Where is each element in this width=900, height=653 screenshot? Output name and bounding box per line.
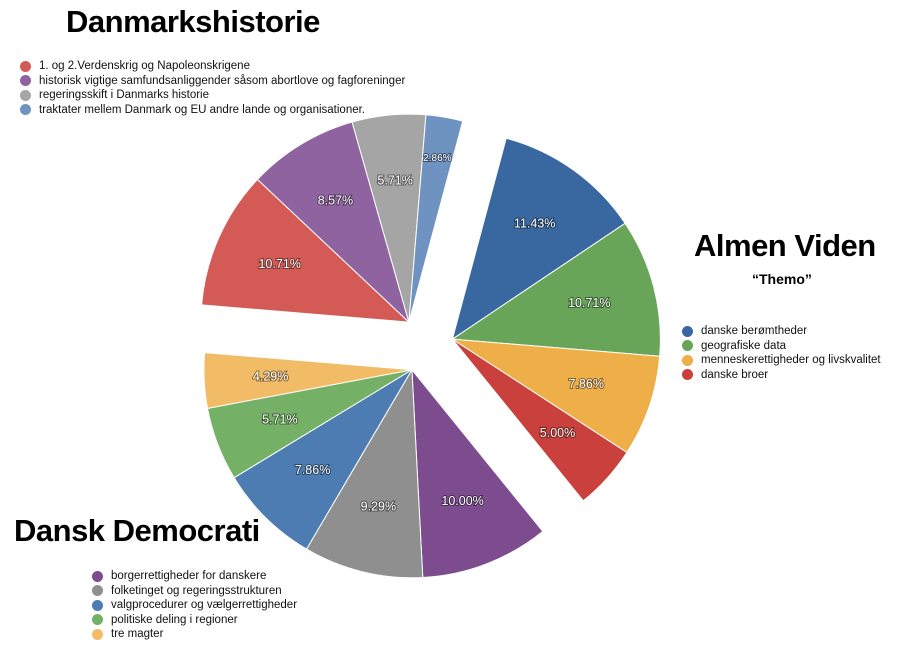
pie-slice bbox=[451, 137, 626, 341]
legend-swatch bbox=[20, 104, 31, 116]
legend-item: folketinget og regeringsstrukturen bbox=[92, 584, 297, 599]
legend-danmarkshistorie: 1. og 2.Verdenskrig og Napoleonskrigene h… bbox=[20, 59, 405, 117]
legend-swatch bbox=[92, 614, 103, 626]
legend-swatch bbox=[682, 325, 693, 337]
slice-label: 8.57% bbox=[318, 194, 353, 208]
legend-item: geografiske data bbox=[682, 339, 881, 354]
legend-label: traktater mellem Danmark og EU andre lan… bbox=[39, 103, 366, 116]
legend-swatch bbox=[20, 60, 31, 72]
pie-slice bbox=[233, 369, 413, 550]
pie-slice bbox=[305, 368, 424, 579]
group-title-almen-viden: Almen Viden bbox=[694, 228, 876, 263]
pie-slice bbox=[450, 222, 661, 357]
legend-item: traktater mellem Danmark og EU andre lan… bbox=[20, 103, 405, 118]
legend-item: 1. og 2.Verdenskrig og Napoleonskrigene bbox=[20, 59, 405, 74]
slice-label: 4.29% bbox=[253, 369, 288, 383]
legend-item: borgerrettigheder for danskere bbox=[92, 569, 297, 584]
legend-item: danske broer bbox=[682, 368, 881, 383]
group-title-dansk-democrati: Dansk Democrati bbox=[14, 513, 260, 548]
legend-label: geografiske data bbox=[701, 339, 787, 352]
slice-label: 5.00% bbox=[540, 426, 575, 440]
slice-label: 10.71% bbox=[258, 257, 300, 271]
legend-label: 1. og 2.Verdenskrig og Napoleonskrigene bbox=[39, 60, 250, 72]
legend-label: danske berømtheder bbox=[701, 325, 808, 337]
legend-label: danske broer bbox=[701, 368, 769, 381]
legend-item: tre magter bbox=[92, 627, 297, 642]
group-subtitle-almen-viden: “Themo” bbox=[752, 271, 812, 287]
legend-label: menneskerettigheder og livskvalitet bbox=[701, 354, 881, 366]
legend-almen-viden: danske berømtheder geografiske data mennes… bbox=[682, 324, 881, 382]
legend-swatch bbox=[682, 340, 693, 352]
legend-item: valgprocedurer og vælgerrettigheder bbox=[92, 598, 297, 613]
legend-label: borgerrettigheder for danskere bbox=[111, 570, 267, 582]
legend-label: valgprocedurer og vælgerrettigheder bbox=[111, 599, 298, 611]
pie-slice bbox=[203, 352, 413, 409]
legend-swatch bbox=[20, 75, 31, 87]
legend-label: regeringsskift i Danmarks historie bbox=[39, 89, 210, 101]
legend-label: politiske deling i regioner bbox=[111, 613, 238, 626]
legend-dansk-democrati: borgerrettigheder for danskere folketinge… bbox=[92, 569, 297, 642]
legend-item: politiske deling i regioner bbox=[92, 613, 297, 628]
slice-label: 7.86% bbox=[569, 377, 604, 391]
legend-item: danske berømtheder bbox=[682, 324, 881, 339]
pie-slice bbox=[256, 121, 410, 324]
slice-label: 10.00% bbox=[441, 494, 483, 508]
legend-swatch bbox=[682, 369, 693, 381]
legend-item: historisk vigtige samfundsanliggender så… bbox=[20, 74, 405, 89]
legend-swatch bbox=[20, 89, 31, 101]
pie-slice bbox=[201, 178, 411, 323]
legend-swatch bbox=[682, 354, 693, 366]
pie-slice bbox=[408, 114, 464, 323]
legend-swatch bbox=[92, 570, 103, 582]
slice-label: 7.86% bbox=[295, 463, 330, 477]
slice-label: 2.86% bbox=[423, 153, 451, 164]
legend-item: regeringsskift i Danmarks historie bbox=[20, 88, 405, 103]
legend-item: menneskerettigheder og livskvalitet bbox=[682, 353, 881, 368]
legend-label: folketinget og regeringsstrukturen bbox=[111, 584, 282, 597]
group-title-danmarkshistorie: Danmarkshistorie bbox=[66, 4, 320, 39]
pie-slice bbox=[411, 368, 544, 578]
slice-label: 11.43% bbox=[514, 216, 555, 230]
slice-label: 9.29% bbox=[361, 499, 396, 513]
slice-label: 5.71% bbox=[262, 413, 297, 427]
legend-swatch bbox=[92, 585, 103, 597]
legend-swatch bbox=[92, 628, 103, 640]
legend-label: historisk vigtige samfundsanliggender så… bbox=[39, 74, 406, 87]
slice-label: 10.71% bbox=[568, 296, 610, 310]
pie-slice bbox=[452, 338, 661, 454]
legend-swatch bbox=[92, 599, 103, 611]
pie-slice bbox=[451, 338, 628, 502]
legend-label: tre magter bbox=[111, 628, 164, 640]
slice-label: 5.71% bbox=[377, 174, 412, 188]
